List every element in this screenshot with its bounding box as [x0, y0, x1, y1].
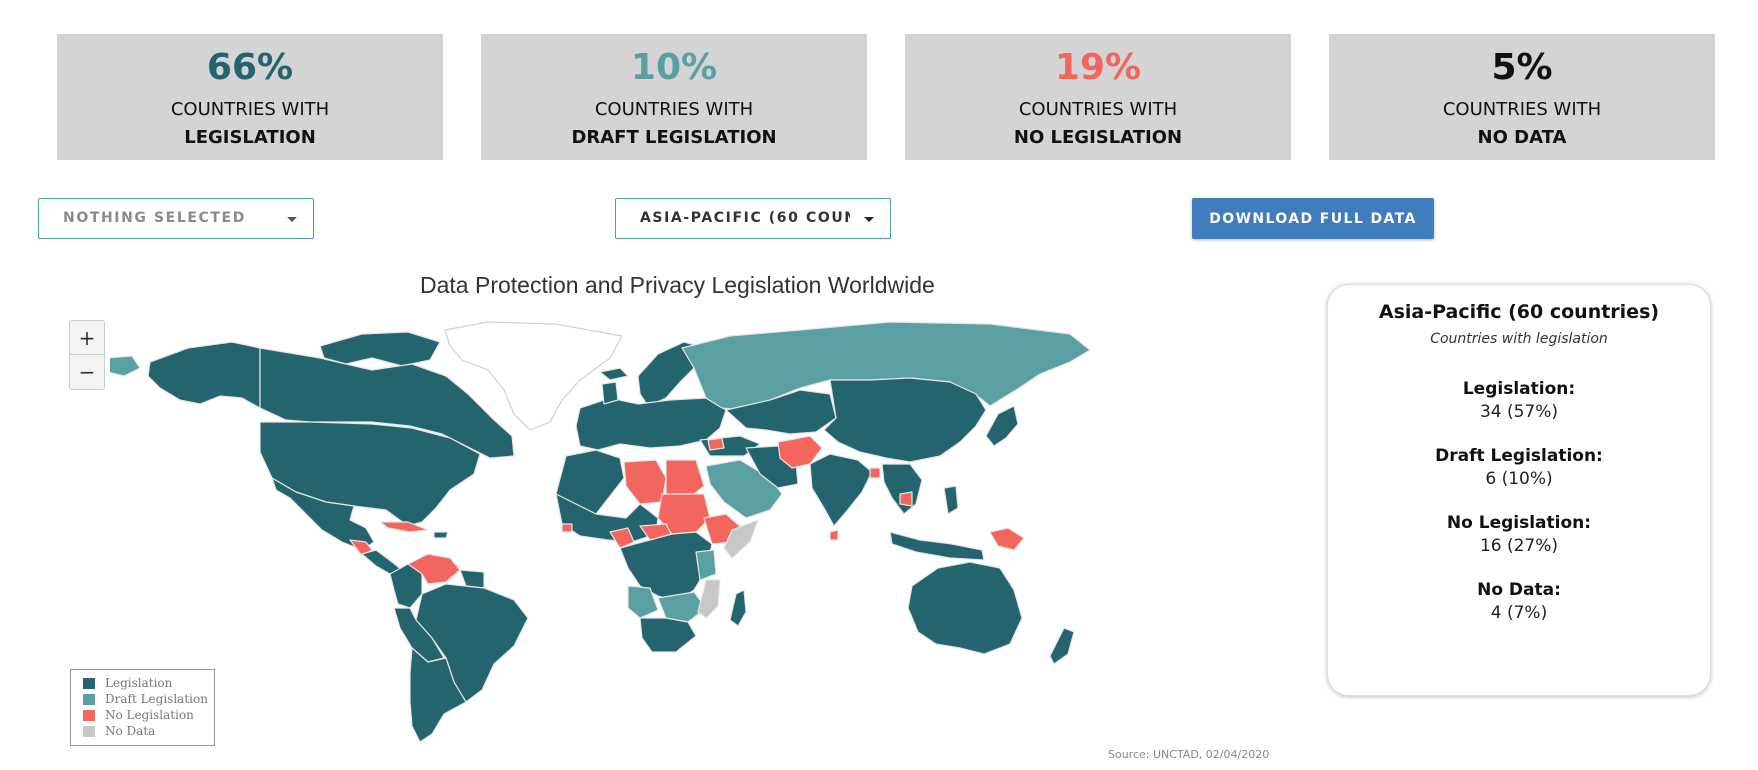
country-canada-arctic[interactable]: [319, 331, 441, 367]
country-new-zealand[interactable]: [1049, 627, 1075, 665]
country-select[interactable]: NOTHING SELECTED: [38, 198, 314, 239]
legend-label: No Data: [105, 724, 156, 738]
world-map[interactable]: [110, 318, 1230, 748]
legend-item-no-legislation: No Legislation: [83, 707, 214, 723]
stat-label: COUNTRIES WITH: [594, 99, 754, 120]
stat-label: COUNTRIES WITH: [1442, 99, 1602, 120]
download-full-data-button[interactable]: DOWNLOAD FULL DATA: [1192, 198, 1434, 239]
legend-label: Legislation: [105, 676, 173, 690]
stat-label: COUNTRIES WITH: [170, 99, 330, 120]
stat-card-no-data: 5% COUNTRIES WITH NO DATA: [1329, 34, 1715, 160]
country-select-value: NOTHING SELECTED: [63, 210, 246, 226]
zoom-control: + −: [69, 320, 105, 390]
country-argentina-chile[interactable]: [409, 647, 467, 743]
panel-row-value: 6 (10%): [1485, 469, 1553, 489]
stat-label-category: NO LEGISLATION: [1013, 127, 1183, 148]
map-title: Data Protection and Privacy Legislation …: [420, 272, 935, 298]
country-mozambique[interactable]: [697, 579, 721, 619]
legend-item-legislation: Legislation: [83, 675, 214, 691]
panel-row-label: Legislation:: [1462, 379, 1576, 399]
country-kazakhstan[interactable]: [725, 389, 837, 435]
country-philippines[interactable]: [943, 485, 959, 515]
stat-value: 19%: [1054, 47, 1142, 88]
panel-row-value: 34 (57%): [1479, 402, 1559, 422]
country-greenland[interactable]: [444, 321, 623, 431]
stat-label-category: NO DATA: [1477, 127, 1567, 148]
country-libya[interactable]: [623, 459, 667, 505]
country-somalia[interactable]: [723, 519, 759, 559]
stat-card-legislation: 66% COUNTRIES WITH LEGISLATION: [57, 34, 443, 160]
country-se-asia[interactable]: [881, 463, 923, 515]
legend-label: No Legislation: [105, 708, 194, 722]
stat-value: 10%: [630, 47, 718, 88]
country-nigeria[interactable]: [609, 527, 635, 549]
legend-item-draft-legislation: Draft Legislation: [83, 691, 214, 707]
panel-row-no-data: No Data: 4 (7%): [1328, 580, 1710, 623]
country-sri-lanka[interactable]: [829, 529, 839, 541]
country-australia[interactable]: [907, 561, 1023, 655]
legend-label: Draft Legislation: [105, 692, 208, 706]
legend-swatch-icon: [83, 693, 95, 705]
region-select[interactable]: ASIA-PACIFIC (60 COUN: [615, 198, 891, 239]
country-venezuela[interactable]: [407, 553, 461, 585]
country-india[interactable]: [809, 453, 873, 527]
stat-value: 66%: [206, 47, 294, 88]
panel-subtitle: Countries with legislation: [1430, 331, 1608, 347]
country-papua-new-guinea[interactable]: [989, 527, 1025, 551]
stat-value: 5%: [1491, 47, 1553, 88]
zoom-in-button[interactable]: +: [70, 321, 104, 355]
panel-row-label: No Legislation:: [1446, 513, 1592, 533]
country-madagascar[interactable]: [729, 589, 747, 627]
country-cuba[interactable]: [379, 521, 429, 533]
legend-swatch-icon: [83, 725, 95, 737]
panel-row-label: Draft Legislation:: [1435, 446, 1603, 466]
country-caribbean[interactable]: [433, 531, 449, 539]
country-usa[interactable]: [259, 421, 481, 527]
stat-label: COUNTRIES WITH: [1018, 99, 1178, 120]
legend-swatch-icon: [83, 677, 95, 689]
stat-card-no-legislation: 19% COUNTRIES WITH NO LEGISLATION: [905, 34, 1291, 160]
panel-row-label: No Data:: [1477, 580, 1561, 600]
country-usa-alaska[interactable]: [147, 341, 261, 409]
country-cambodia[interactable]: [899, 491, 913, 507]
stat-label-category: LEGISLATION: [184, 127, 316, 148]
zoom-out-button[interactable]: −: [70, 355, 104, 389]
country-egypt[interactable]: [665, 459, 705, 495]
country-southern-africa-draft[interactable]: [657, 591, 707, 623]
country-sierra-leone[interactable]: [561, 523, 573, 533]
stat-label-category: DRAFT LEGISLATION: [571, 127, 777, 148]
panel-row-draft-legislation: Draft Legislation: 6 (10%): [1328, 446, 1710, 489]
legend-swatch-icon: [83, 709, 95, 721]
country-japan[interactable]: [985, 405, 1019, 447]
country-angola[interactable]: [627, 585, 659, 619]
stat-card-draft-legislation: 10% COUNTRIES WITH DRAFT LEGISLATION: [481, 34, 867, 160]
country-central-america[interactable]: [349, 539, 373, 557]
country-uk[interactable]: [601, 381, 619, 405]
panel-title: Asia-Pacific (60 countries): [1378, 301, 1660, 323]
panel-row-no-legislation: No Legislation: 16 (27%): [1328, 513, 1710, 556]
country-syria[interactable]: [707, 437, 725, 451]
chevron-down-icon: [864, 217, 874, 222]
panel-row-value: 4 (7%): [1490, 603, 1548, 623]
country-bangladesh[interactable]: [869, 467, 881, 479]
legend-item-no-data: No Data: [83, 723, 214, 739]
country-south-africa[interactable]: [639, 617, 697, 653]
country-russia-east-tip[interactable]: [110, 355, 141, 377]
country-indonesia[interactable]: [889, 531, 985, 561]
panel-row-legislation: Legislation: 34 (57%): [1328, 379, 1710, 422]
country-iceland[interactable]: [599, 367, 629, 381]
map-source: Source: UNCTAD, 02/04/2020: [1108, 748, 1270, 761]
country-china[interactable]: [823, 377, 987, 463]
panel-row-value: 16 (27%): [1479, 536, 1559, 556]
country-east-africa-draft[interactable]: [695, 549, 717, 581]
region-select-value: ASIA-PACIFIC (60 COUN: [640, 210, 850, 226]
region-summary-panel: Asia-Pacific (60 countries) Countries wi…: [1327, 284, 1711, 696]
chevron-down-icon: [287, 217, 297, 222]
map-legend: Legislation Draft Legislation No Legisla…: [70, 669, 215, 746]
